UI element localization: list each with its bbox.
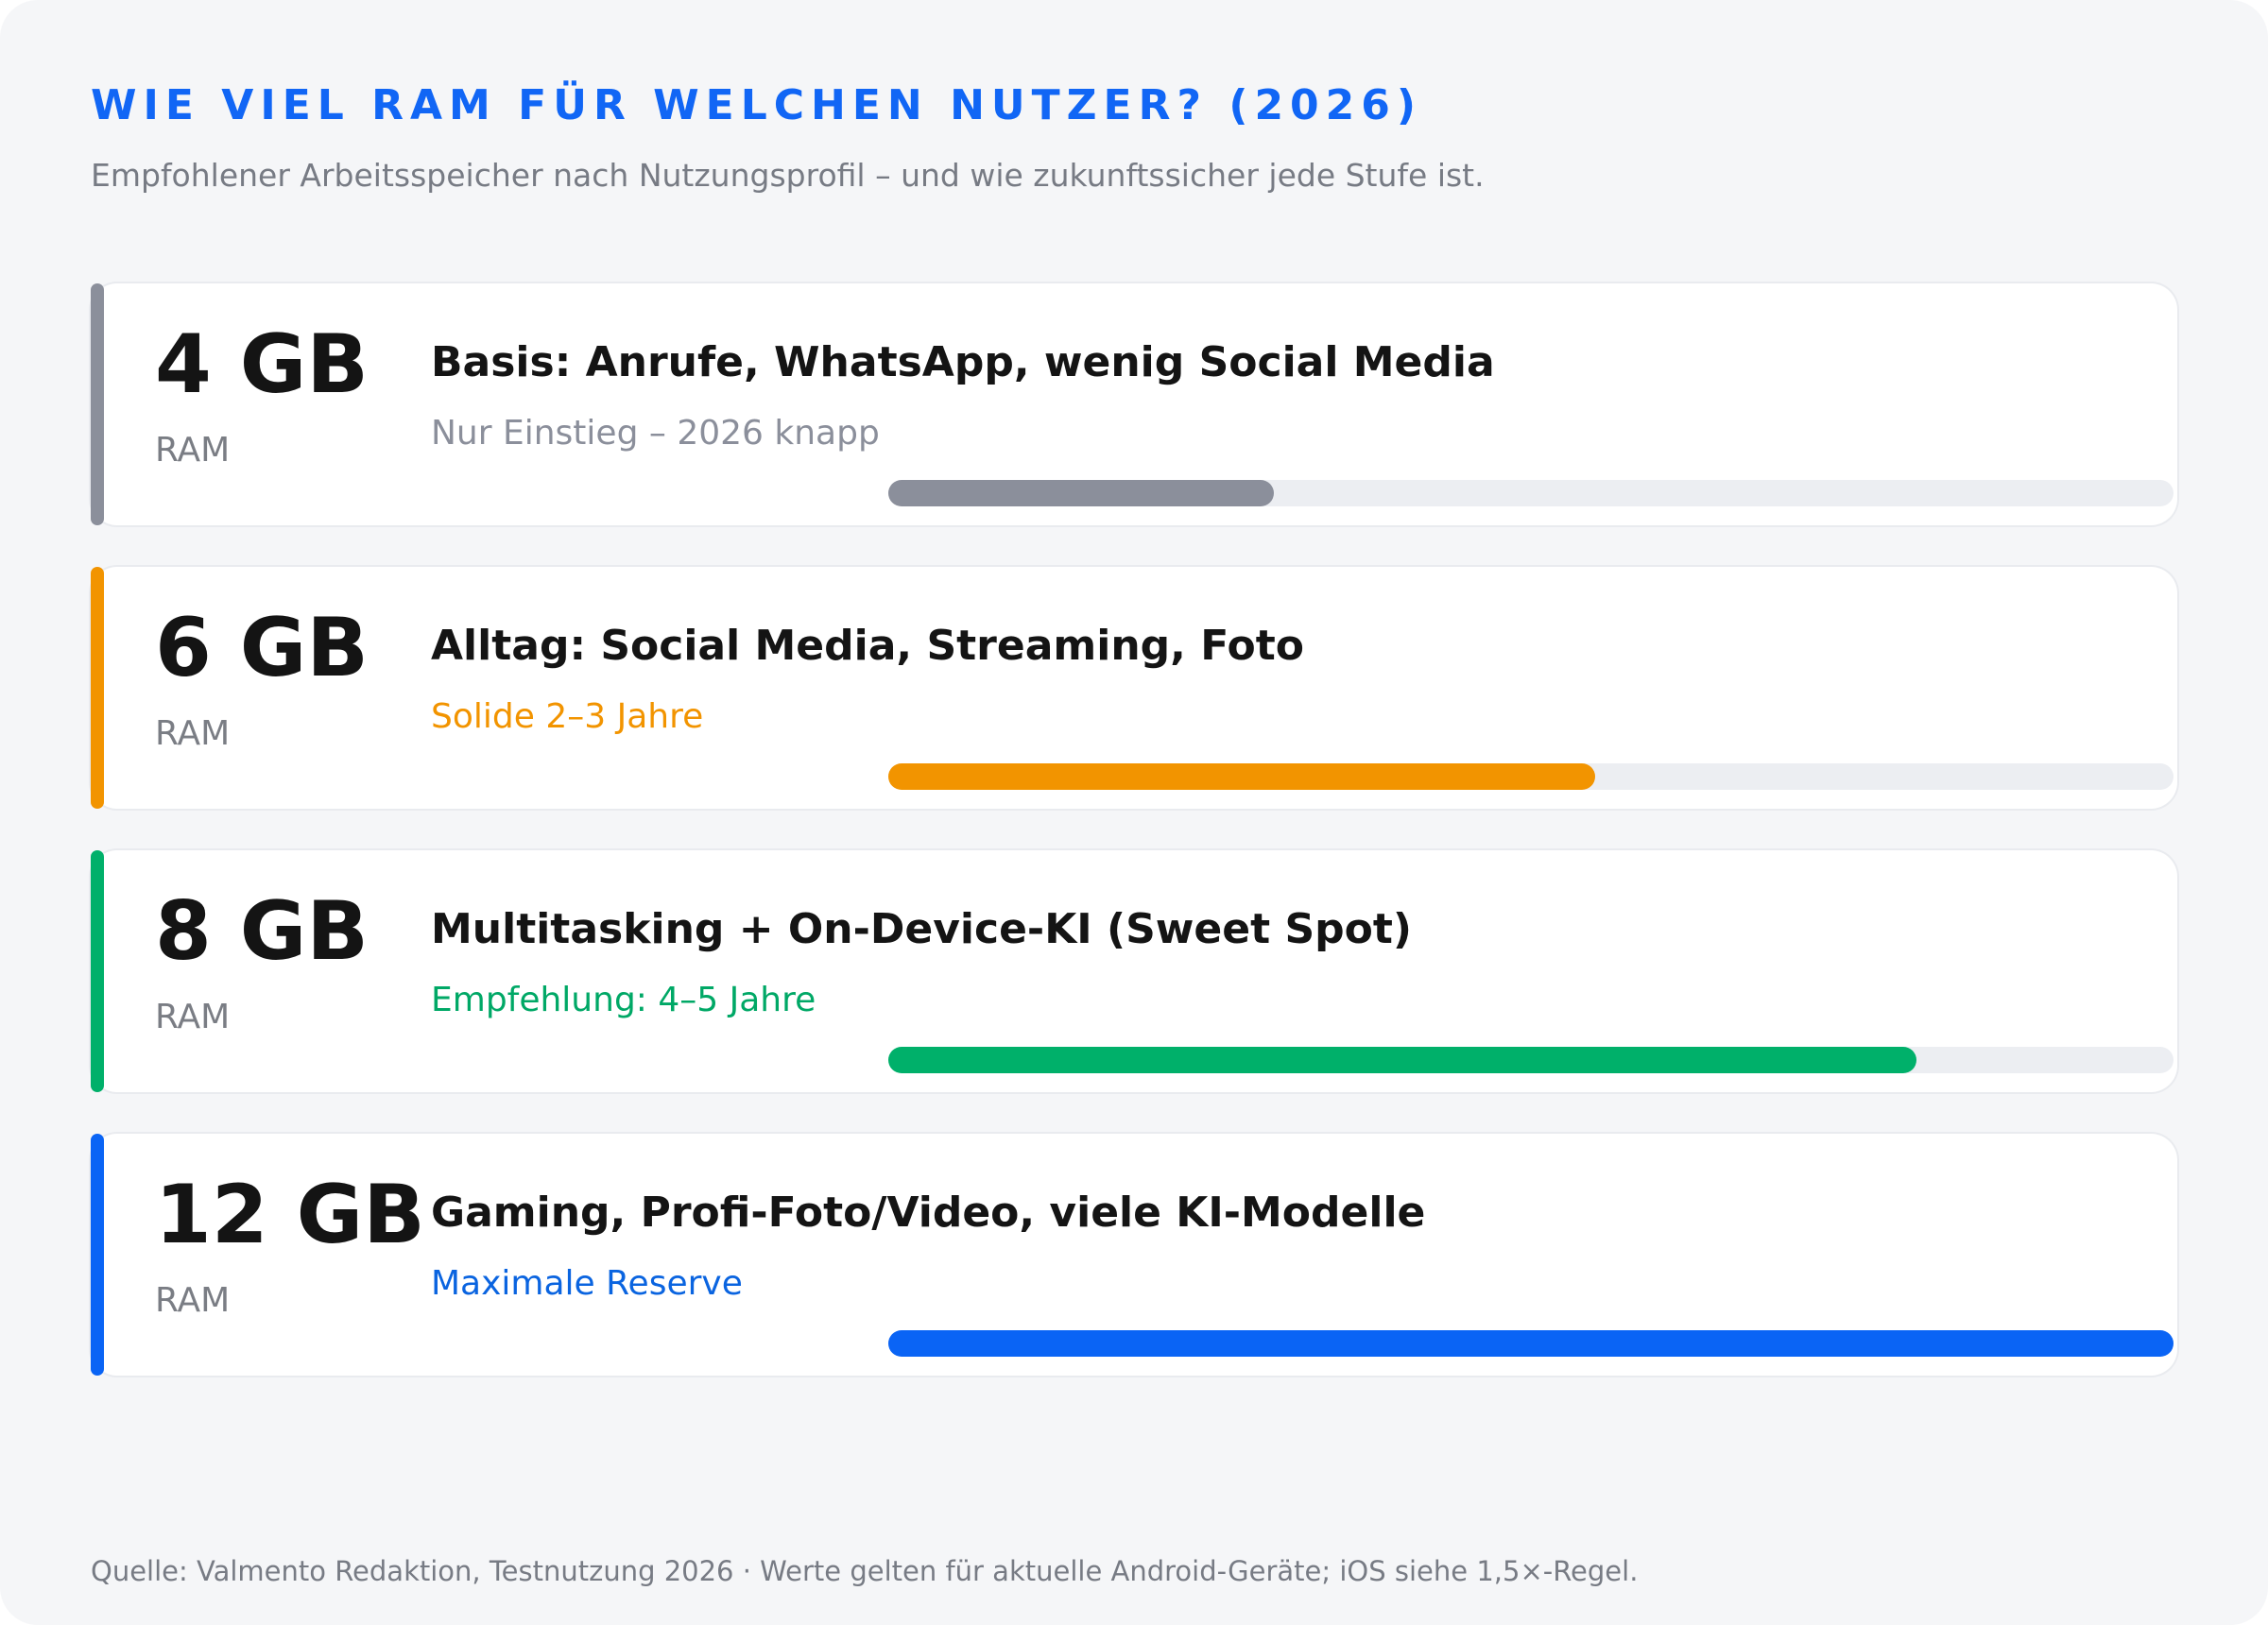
tier-accent-stripe xyxy=(91,567,104,809)
future-proof-track xyxy=(888,1047,2174,1073)
tier-amount: 12 GB xyxy=(155,1168,425,1262)
chart-title: WIE VIEL RAM FÜR WELCHEN NUTZER? (2026) xyxy=(91,81,1423,129)
chart-subtitle: Empfohlener Arbeitsspeicher nach Nutzung… xyxy=(91,157,1485,194)
tier-card: 8 GB RAM Multitasking + On-Device-KI (Swee… xyxy=(91,850,2177,1092)
tier-accent-stripe xyxy=(91,1134,104,1376)
tier-unit: RAM xyxy=(155,1281,231,1320)
tier-verdict: Nur Einstieg – 2026 knapp xyxy=(431,414,880,453)
tier-unit: RAM xyxy=(155,714,231,753)
tier-accent-stripe xyxy=(91,850,104,1092)
tier-card: 6 GB RAM Alltag: Social Media, Streaming, … xyxy=(91,567,2177,809)
tier-unit: RAM xyxy=(155,998,231,1036)
tier-verdict: Empfehlung: 4–5 Jahre xyxy=(431,981,816,1019)
tier-use-case: Alltag: Social Media, Streaming, Foto xyxy=(431,622,1304,670)
tier-use-case: Multitasking + On-Device-KI (Sweet Spot) xyxy=(431,905,1413,953)
future-proof-bar xyxy=(888,1330,2174,1357)
future-proof-track xyxy=(888,1330,2174,1357)
tier-unit: RAM xyxy=(155,431,231,470)
tier-verdict: Solide 2–3 Jahre xyxy=(431,697,704,736)
tier-amount: 6 GB xyxy=(155,601,369,695)
tier-card: 4 GB RAM Basis: Anrufe, WhatsApp, wenig So… xyxy=(91,283,2177,525)
future-proof-track xyxy=(888,763,2174,790)
tier-amount: 4 GB xyxy=(155,317,369,412)
future-proof-track xyxy=(888,480,2174,506)
tier-use-case: Basis: Anrufe, WhatsApp, wenig Social Me… xyxy=(431,338,1495,386)
tier-use-case: Gaming, Profi-Foto/Video, viele KI-Model… xyxy=(431,1189,1426,1237)
future-proof-bar xyxy=(888,480,1274,506)
tier-accent-stripe xyxy=(91,283,104,525)
source-note: Quelle: Valmento Redaktion, Testnutzung … xyxy=(91,1555,1639,1587)
future-proof-bar xyxy=(888,1047,1916,1073)
tier-card: 12 GB RAM Gaming, Profi-Foto/Video, viele … xyxy=(91,1134,2177,1376)
future-proof-bar xyxy=(888,763,1595,790)
tier-verdict: Maximale Reserve xyxy=(431,1264,743,1303)
tier-amount: 8 GB xyxy=(155,884,369,979)
